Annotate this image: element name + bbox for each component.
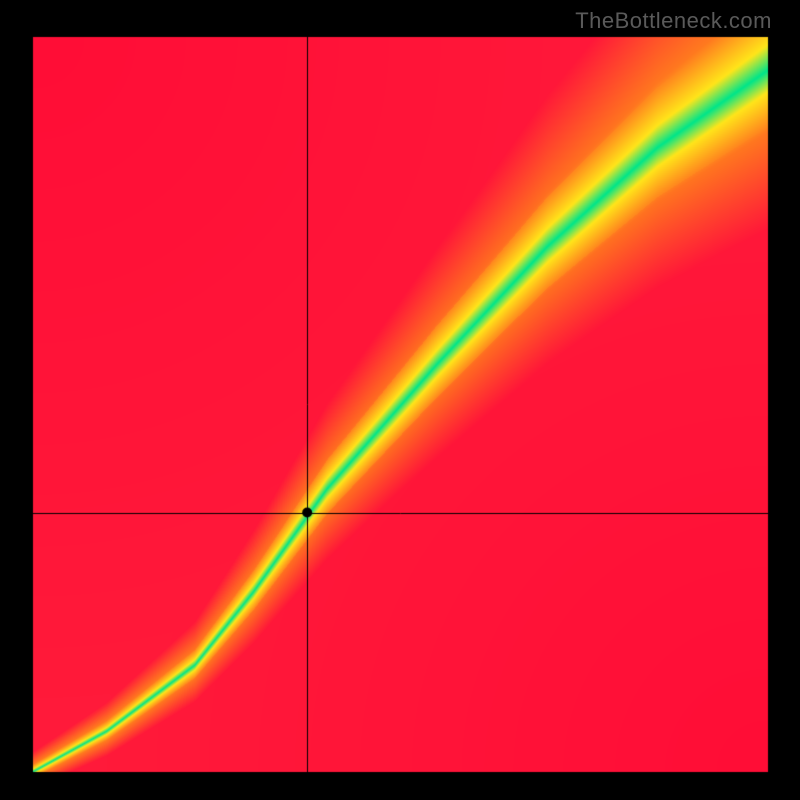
bottleneck-heatmap <box>0 0 800 800</box>
watermark: TheBottleneck.com <box>575 8 772 34</box>
chart-container: { "watermark": { "text": "TheBottleneck.… <box>0 0 800 800</box>
